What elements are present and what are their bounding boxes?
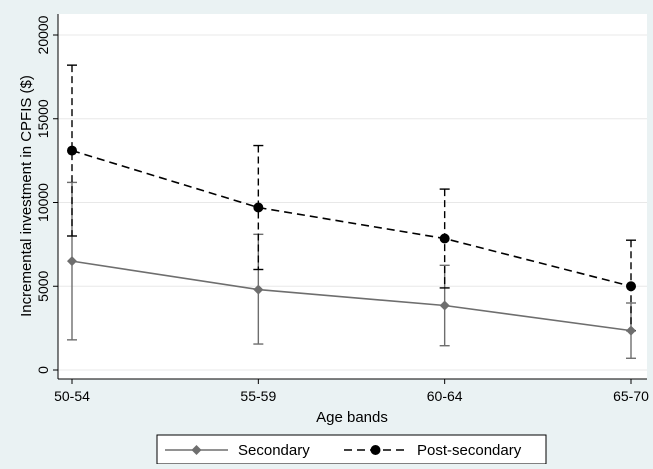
series-line [71,260,632,332]
data-point [67,145,77,156]
legend-marker [191,445,202,455]
y-tick-label: 20000 [35,15,51,54]
legend: Secondary Post-secondary [156,434,547,465]
legend-marker [370,445,381,455]
y-tick-label: 0 [35,366,51,374]
data-point [626,281,636,292]
y-tick-label: 10000 [35,183,51,222]
x-tick-label: 55-59 [240,388,276,404]
axes: 0 5000 10000 15000 20000 50-54 55-59 60-64 65-70 [35,14,649,404]
gridlines [58,34,647,371]
x-tick-label: 65-70 [613,388,649,404]
x-tick-label: 60-64 [427,388,463,404]
data-point [67,256,77,267]
data-point [253,284,264,295]
legend-label: Post-secondary [417,442,522,459]
series-line [71,149,632,288]
x-tick-label: 50-54 [54,388,90,404]
y-tick-label: 5000 [35,270,51,301]
plot-area [58,14,647,379]
data-point [626,325,636,336]
data-point [253,202,264,213]
y-axis-label: Incremental investment in CPFIS ($) [18,75,35,317]
data-point [439,300,450,311]
y-tick-label: 15000 [35,99,51,138]
x-axis-label: Age bands [316,409,388,426]
legend-label: Secondary [238,442,310,459]
series-markers [67,145,636,336]
data-point [439,233,450,244]
series-lines [71,149,632,332]
